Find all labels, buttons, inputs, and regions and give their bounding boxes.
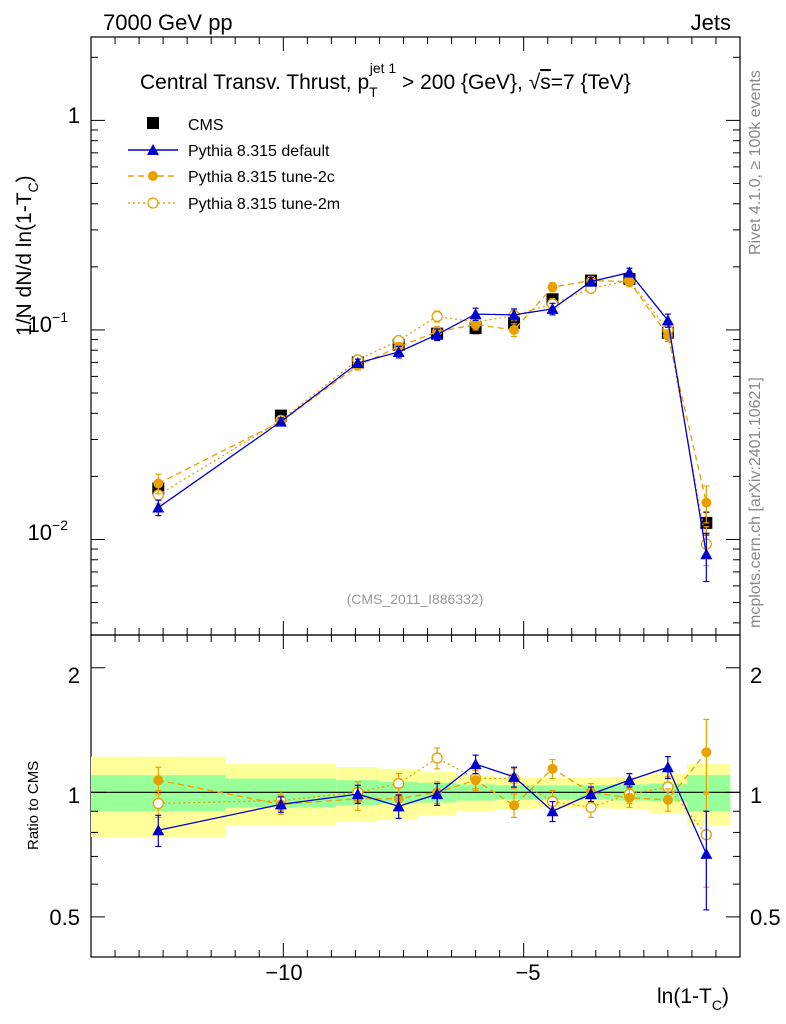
x-tick-label-minus5: −5 <box>515 960 540 985</box>
data-point-pythia-8-315-default <box>152 501 165 513</box>
legend-marker-default <box>147 144 159 155</box>
ratio-line-pythia-8-315-tune-2c <box>158 751 707 807</box>
ratio-band-inner-11 <box>687 775 731 812</box>
x-tick-label-minus10: −10 <box>265 960 302 985</box>
ratio-tick-label-2-right: 2 <box>750 663 762 688</box>
legend-marker-tune2c <box>148 171 158 181</box>
ratio-point-pythia-8-315-default <box>152 824 165 836</box>
data-point-pythia-8-315-default <box>700 548 713 560</box>
data-point-pythia-8-315-default <box>469 308 482 320</box>
y-tick-label-1: 1 <box>68 103 80 128</box>
data-point-pythia-8-315-tune-2c <box>624 276 635 287</box>
data-point-pythia-8-315-default <box>392 345 405 357</box>
ratio-point-pythia-8-315-tune-2m <box>393 777 405 790</box>
data-point-pythia-8-315-tune-2c <box>547 282 558 293</box>
plot-title: Central Transv. Thrust, pTjet 1 > 200 {G… <box>140 60 631 100</box>
data-point-pythia-8-315-default <box>623 266 636 278</box>
legend-marker-tune2m <box>147 197 159 209</box>
ratio-point-pythia-8-315-default <box>661 761 674 773</box>
y-axis-label-ratio: Ratio to CMS <box>25 761 42 850</box>
ratio-line-pythia-8-315-tune-2m <box>158 757 707 836</box>
data-point-pythia-8-315-default <box>351 357 364 369</box>
legend-label-tune2c: Pythia 8.315 tune-2c <box>188 169 335 186</box>
ratio-point-pythia-8-315-tune-2c <box>470 775 481 786</box>
ratio-point-pythia-8-315-default <box>700 847 713 859</box>
ratio-point-pythia-8-315-tune-2c <box>547 763 558 774</box>
ratio-point-pythia-8-315-default <box>351 788 364 800</box>
legend-label-tune2m: Pythia 8.315 tune-2m <box>188 196 340 213</box>
data-point-pythia-8-315-tune-2c <box>153 478 164 489</box>
data-point-pythia-8-315-default <box>546 302 559 314</box>
ratio-point-pythia-8-315-default <box>469 758 482 770</box>
analysis-label: (CMS_2011_I886332) <box>347 591 484 607</box>
series-line-pythia-8-315-tune-2m <box>157 279 707 545</box>
ratio-point-pythia-8-315-tune-2m <box>152 797 164 810</box>
ratio-point-pythia-8-315-tune-2m <box>431 752 443 764</box>
ratio-tick-label-0.5-right: 0.5 <box>750 905 781 930</box>
ratio-tick-label-0.5-left: 0.5 <box>49 905 80 930</box>
legend: CMS Pythia 8.315 default Pythia 8.315 tu… <box>128 117 340 213</box>
rivet-label: Rivet 4.1.0, ≥ 100k events <box>747 70 764 255</box>
ratio-point-pythia-8-315-default <box>508 770 521 782</box>
data-point-pythia-8-315-default <box>431 328 444 340</box>
data-point-pythia-8-315-tune-2c <box>509 324 520 335</box>
ratio-point-pythia-8-315-tune-2c <box>509 800 520 811</box>
ratio-point-pythia-8-315-default <box>546 805 559 817</box>
header-right: Jets <box>691 10 731 35</box>
ratio-point-pythia-8-315-tune-2c <box>662 794 673 805</box>
legend-marker-cms <box>147 117 159 129</box>
ratio-point-pythia-8-315-tune-2c <box>701 747 712 758</box>
x-axis-label: ln(1-TC) <box>657 985 729 1013</box>
data-point-pythia-8-315-default <box>274 415 287 427</box>
data-point-pythia-8-315-default <box>661 314 674 326</box>
legend-label-default: Pythia 8.315 default <box>188 143 330 160</box>
ratio-point-pythia-8-315-tune-2c <box>153 775 164 786</box>
ratio-point-pythia-8-315-default <box>623 774 636 786</box>
series-line-pythia-8-315-tune-2c <box>158 279 707 503</box>
ratio-tick-label-1-left: 1 <box>68 783 80 808</box>
data-point-pythia-8-315-tune-2m <box>431 310 443 323</box>
ratio-point-pythia-8-315-default <box>274 798 287 810</box>
main-plot <box>90 36 741 636</box>
y-tick-label-0.01: 10−2 <box>28 517 69 545</box>
data-point-pythia-8-315-tune-2c <box>701 497 712 508</box>
data-point-pythia-8-315-tune-2c <box>470 319 481 330</box>
legend-label-cms: CMS <box>188 117 224 134</box>
ratio-plot <box>90 634 741 958</box>
ratio-tick-label-1-right: 1 <box>750 783 762 808</box>
mcplots-label: mcplots.cern.ch [arXiv:2401.10621] <box>747 377 764 628</box>
ratio-point-pythia-8-315-default <box>392 800 405 812</box>
ratio-point-pythia-8-315-tune-2c <box>624 792 635 803</box>
y-tick-label-0.1: 10−1 <box>28 309 69 337</box>
ratio-tick-label-2-left: 2 <box>68 663 80 688</box>
ratio-point-pythia-8-315-tune-2m <box>585 801 597 813</box>
data-point-pythia-8-315-default <box>508 308 521 320</box>
ratio-line-pythia-8-315-default <box>158 763 707 855</box>
data-point-pythia-8-315-default <box>584 275 597 287</box>
y-axis-label-main: 1/N dN/d ln(1-TC) <box>13 175 41 336</box>
ratio-point-pythia-8-315-default <box>431 788 444 800</box>
ratio-point-pythia-8-315-default <box>584 788 597 800</box>
series-line-pythia-8-315-default <box>157 271 707 555</box>
header-left: 7000 GeV pp <box>103 10 233 35</box>
